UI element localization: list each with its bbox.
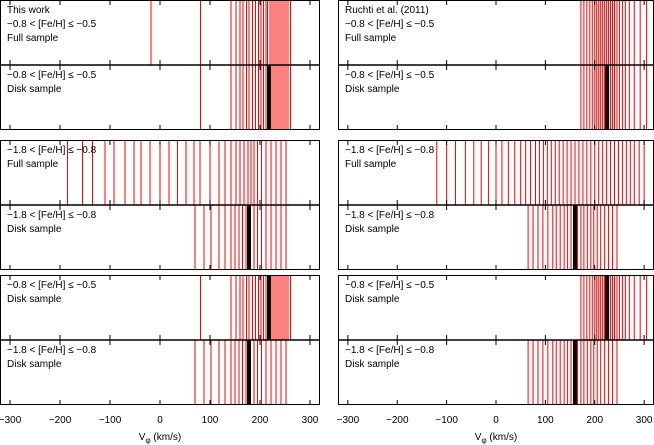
x-tick-label: 100 (537, 415, 554, 426)
x-tick-label: 300 (636, 415, 653, 426)
panel-label: Ruchti et al. (2011) (345, 5, 429, 16)
panel-label: Disk sample (345, 359, 400, 370)
x-tick-label: −300 (0, 415, 22, 426)
rug-panel: Ruchti et al. (2011) −0.8 < [Fe/H] ≤ −0.5… (345, 0, 648, 65)
panel-label: −1.8 < [Fe/H] ≤ −0.8 (345, 145, 435, 156)
rug-panel: −0.8 < [Fe/H] ≤ −0.5 Disk sample (345, 65, 648, 130)
x-tick-label: −200 (49, 415, 72, 426)
x-tick-label: 0 (493, 415, 499, 426)
rug-panel: −0.8 < [Fe/H] ≤ −0.5 Disk sample (7, 275, 291, 340)
panel-label: Disk sample (7, 359, 62, 370)
panel-label: −1.8 < [Fe/H] ≤ −0.8 (345, 345, 435, 356)
x-tick-label: −200 (386, 415, 409, 426)
x-axis-label-main: V (139, 432, 146, 443)
x-axis-label-sub: φ (481, 436, 486, 445)
x-tick-label: 0 (157, 415, 163, 426)
panel-label: Disk sample (345, 224, 400, 235)
panel-label: −0.8 < [Fe/H] ≤ −0.5 (345, 280, 435, 291)
rug-panel: −1.8 < [Fe/H] ≤ −0.8 Disk sample (7, 205, 287, 270)
rug-panel: −1.8 < [Fe/H] ≤ −0.8 Disk sample (345, 340, 618, 405)
rug-panel: −1.8 < [Fe/H] ≤ −0.8 Disk sample (345, 205, 618, 270)
panel-label: Full sample (345, 33, 397, 44)
x-tick-label: −100 (99, 415, 122, 426)
x-tick-label: 300 (302, 415, 319, 426)
panel-label: −0.8 < [Fe/H] ≤ −0.5 (345, 70, 435, 81)
rug-panel: −0.8 < [Fe/H] ≤ −0.5 Disk sample (345, 275, 648, 340)
rug-panel: −1.8 < [Fe/H] ≤ −0.8 Disk sample (7, 340, 287, 405)
panel-label: −0.8 < [Fe/H] ≤ −0.5 (7, 70, 97, 81)
x-axis-label-sub: φ (145, 436, 150, 445)
x-axis-label-unit: (km/s) (151, 432, 182, 443)
rug-panel: −0.8 < [Fe/H] ≤ −0.5 Disk sample (7, 65, 291, 130)
x-axis-label: Vφ (km/s) (139, 432, 181, 445)
panel-label: −0.8 < [Fe/H] ≤ −0.5 (7, 280, 97, 291)
panel-label: Disk sample (7, 294, 62, 305)
panel-label: Full sample (7, 159, 59, 170)
panel-label: Full sample (345, 159, 397, 170)
panel-label: −1.8 < [Fe/H] ≤ −0.8 (345, 210, 435, 221)
panel-label: Disk sample (345, 84, 400, 95)
panel-label: Disk sample (7, 224, 62, 235)
x-axis-label: Vφ (km/s) (475, 432, 517, 445)
panel-label: −1.8 < [Fe/H] ≤ −0.8 (7, 345, 97, 356)
x-tick-label: 200 (252, 415, 269, 426)
x-tick-label: 200 (586, 415, 603, 426)
rug-panel: −1.8 < [Fe/H] ≤ −0.8 Full sample (345, 140, 645, 205)
panel-label: Disk sample (345, 294, 400, 305)
x-tick-label: −100 (435, 415, 458, 426)
x-axis-label-main: V (475, 432, 482, 443)
x-tick-label: 100 (202, 415, 219, 426)
rug-panel: −1.8 < [Fe/H] ≤ −0.8 Full sample (7, 140, 287, 205)
panel-label: −0.8 < [Fe/H] ≤ −0.5 (345, 19, 435, 30)
panel-label: −1.8 < [Fe/H] ≤ −0.8 (7, 210, 97, 221)
x-tick-label: −300 (337, 415, 360, 426)
panel-label: Disk sample (7, 84, 62, 95)
panel-label: This work (7, 5, 51, 16)
x-axis-label-unit: (km/s) (487, 432, 518, 443)
rug-panel: This work −0.8 < [Fe/H] ≤ −0.5 Full sample (7, 0, 291, 65)
panel-label: Full sample (7, 33, 59, 44)
panel-label: −1.8 < [Fe/H] ≤ −0.8 (7, 145, 97, 156)
panel-label: −0.8 < [Fe/H] ≤ −0.5 (7, 19, 97, 30)
